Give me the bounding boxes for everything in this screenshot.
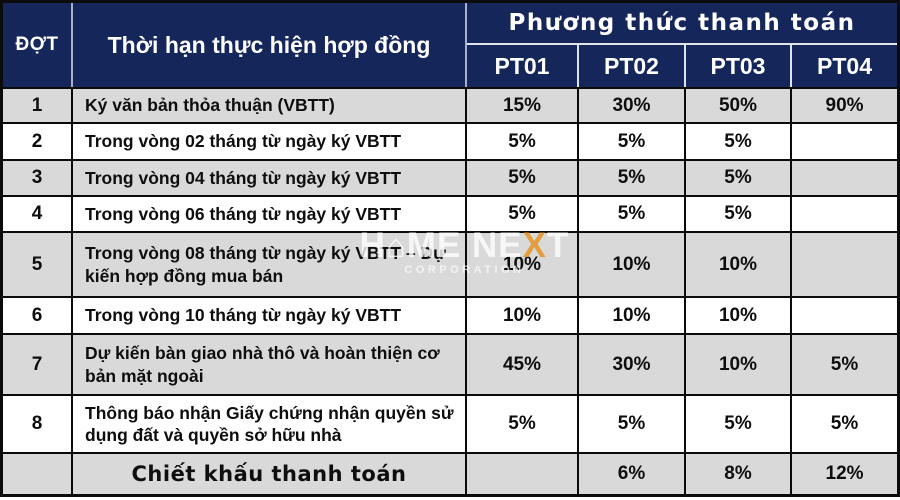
footer-pt04-value-cell: 12% [792,452,898,494]
table-row: 4 Trong vòng 06 tháng từ ngày ký VBTT 5%… [3,195,898,231]
pt04-value-cell [792,195,898,231]
pt01-value-cell: 5% [467,159,579,195]
pt02-value-cell: 10% [579,231,686,296]
pt03-value-cell: 5% [686,195,792,231]
footer-pt02-value-cell: 6% [579,452,686,494]
round-number-cell: 1 [3,87,73,122]
table-row: 8 Thông báo nhận Giấy chứng nhận quyền s… [3,394,898,452]
description-cell: Trong vòng 04 tháng từ ngày ký VBTT [73,159,467,195]
pt04-value-cell [792,159,898,195]
pt02-value-cell: 30% [579,87,686,122]
column-header-pt03: PT03 [686,45,792,87]
description-cell: Ký văn bản thỏa thuận (VBTT) [73,87,467,122]
footer-pt01-value-cell [467,452,579,494]
pt02-value-cell: 5% [579,195,686,231]
pt02-value-cell: 10% [579,296,686,333]
table-row: 6 Trong vòng 10 tháng từ ngày ký VBTT 10… [3,296,898,333]
round-number-cell: 8 [3,394,73,452]
table-row: 1 Ký văn bản thỏa thuận (VBTT) 15% 30% 5… [3,87,898,122]
description-cell: Trong vòng 08 tháng từ ngày ký VBTT – Dự… [73,231,467,296]
description-cell: Trong vòng 02 tháng từ ngày ký VBTT [73,122,467,159]
pt03-value-cell: 50% [686,87,792,122]
table-row: 3 Trong vòng 04 tháng từ ngày ký VBTT 5%… [3,159,898,195]
pt02-value-cell: 5% [579,159,686,195]
pt01-value-cell: 45% [467,333,579,394]
column-header-term: Thời hạn thực hiện hợp đồng [73,3,467,87]
column-header-pt02: PT02 [579,45,686,87]
description-cell: Trong vòng 10 tháng từ ngày ký VBTT [73,296,467,333]
pt04-value-cell [792,122,898,159]
pt03-value-cell: 5% [686,122,792,159]
pt02-value-cell: 5% [579,394,686,452]
table-row: 5 Trong vòng 08 tháng từ ngày ký VBTT – … [3,231,898,296]
footer-empty-round-cell [3,452,73,494]
column-header-round: ĐỢT [3,3,73,87]
column-header-pt04: PT04 [792,45,898,87]
column-header-payment-group: Phương thức thanh toán [467,3,898,45]
pt01-value-cell: 15% [467,87,579,122]
footer-pt03-value-cell: 8% [686,452,792,494]
column-header-pt01: PT01 [467,45,579,87]
pt01-value-cell: 10% [467,231,579,296]
pt01-value-cell: 5% [467,394,579,452]
description-cell: Dự kiến bàn giao nhà thô và hoàn thiện c… [73,333,467,394]
table-row: 2 Trong vòng 02 tháng từ ngày ký VBTT 5%… [3,122,898,159]
pt04-value-cell: 5% [792,333,898,394]
round-number-cell: 7 [3,333,73,394]
pt03-value-cell: 10% [686,231,792,296]
pt03-value-cell: 10% [686,333,792,394]
pt04-value-cell [792,296,898,333]
pt03-value-cell: 10% [686,296,792,333]
round-number-cell: 2 [3,122,73,159]
pt02-value-cell: 30% [579,333,686,394]
table-row: 7 Dự kiến bàn giao nhà thô và hoàn thiện… [3,333,898,394]
pt03-value-cell: 5% [686,394,792,452]
header-row-group: ĐỢT Thời hạn thực hiện hợp đồng Phương t… [3,3,898,87]
pt04-value-cell: 5% [792,394,898,452]
description-cell: Thông báo nhận Giấy chứng nhận quyền sử … [73,394,467,452]
pt01-value-cell: 5% [467,122,579,159]
pt02-value-cell: 5% [579,122,686,159]
pt01-value-cell: 10% [467,296,579,333]
round-number-cell: 3 [3,159,73,195]
round-number-cell: 4 [3,195,73,231]
pt04-value-cell: 90% [792,87,898,122]
description-cell: Trong vòng 06 tháng từ ngày ký VBTT [73,195,467,231]
footer-row: Chiết khấu thanh toán 6% 8% 12% [3,452,898,494]
pt04-value-cell [792,231,898,296]
footer-discount-label: Chiết khấu thanh toán [73,452,467,494]
pt01-value-cell: 5% [467,195,579,231]
round-number-cell: 6 [3,296,73,333]
pt03-value-cell: 5% [686,159,792,195]
round-number-cell: 5 [3,231,73,296]
header-row-methods: PT01 PT02 PT03 PT04 [3,45,898,87]
